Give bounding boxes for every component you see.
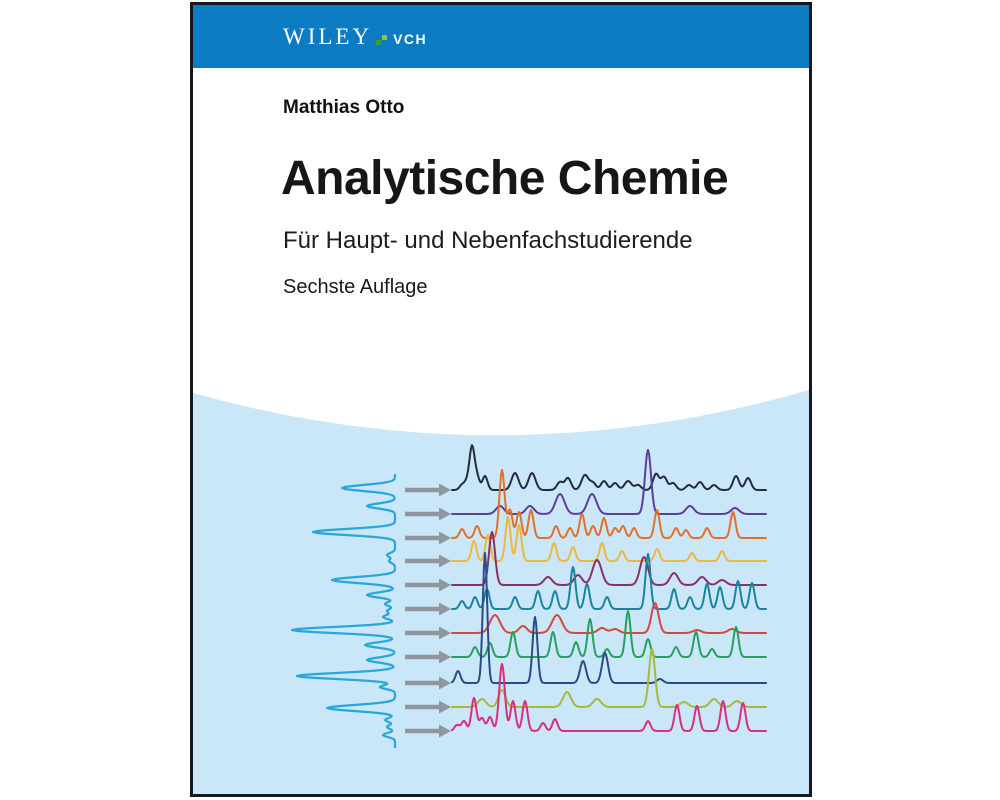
wave-background [193,390,809,794]
logo-square-dark [376,39,382,45]
separated-component-5 [451,531,767,586]
arrowhead-icon [439,531,451,545]
arrowhead-icon [439,724,451,738]
separated-component-2 [451,449,767,515]
arrowhead-icon [439,483,451,497]
arrowhead-icon [439,676,451,690]
author-name: Matthias Otto [283,97,405,118]
separated-component-11 [451,663,767,732]
separated-component-7 [451,602,767,634]
arrowhead-icon [439,602,451,616]
separated-component-3 [451,468,767,539]
publisher-bar: WILEY VCH [193,5,809,68]
book-subtitle: Für Haupt- und Nebenfachstudierende [283,227,693,254]
edition-label: Sechste Auflage [283,276,428,298]
arrowhead-icon [439,626,451,640]
separated-component-6 [451,553,767,610]
book-cover: WILEY VCH Matthias Otto Analytische Chem… [190,2,812,797]
arrowhead-icon [439,578,451,592]
arrowhead-icon [439,700,451,714]
vch-wordmark: VCH [393,31,428,47]
arrowhead-icon [439,507,451,521]
arrowhead-icon [439,650,451,664]
source-spectrum-trace [290,473,397,749]
separated-component-8 [451,610,767,658]
separated-component-4 [451,516,767,562]
wiley-vch-logo: WILEY VCH [283,25,427,48]
wiley-wordmark: WILEY [283,24,373,49]
logo-squares-icon [376,34,388,46]
cover-artwork [193,390,809,794]
logo-square-light [382,34,388,40]
book-title: Analytische Chemie [281,152,729,205]
arrowhead-icon [439,554,451,568]
